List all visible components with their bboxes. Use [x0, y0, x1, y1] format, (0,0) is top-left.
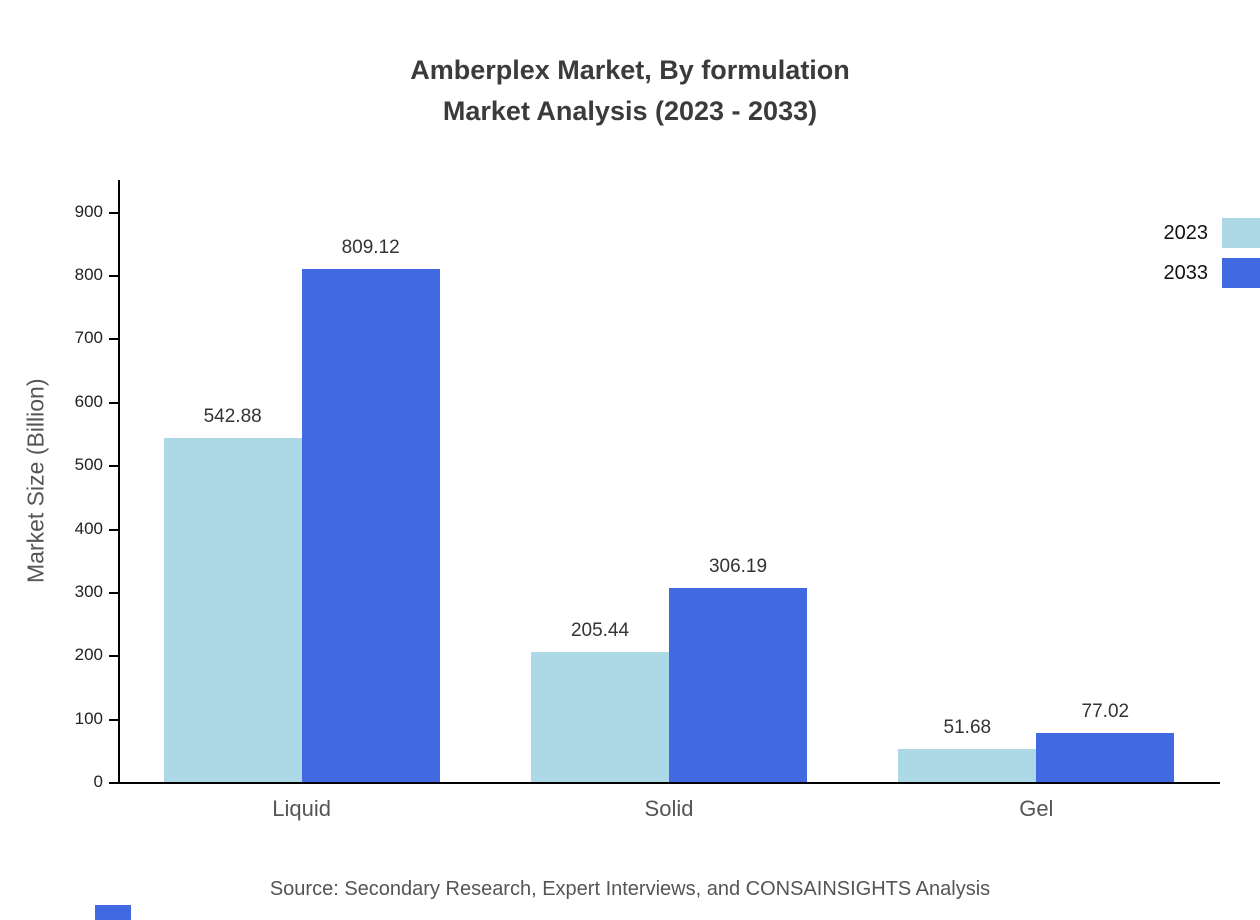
legend-label-2023: 2023 [1163, 221, 1209, 244]
y-tick-label: 800 [74, 265, 103, 285]
legend-swatch-2023 [1222, 218, 1260, 248]
value-label-2023-liquid: 542.88 [203, 405, 262, 427]
source-note: Source: Secondary Research, Expert Inter… [269, 878, 991, 900]
value-label-2033-solid: 306.19 [708, 555, 768, 577]
y-tick-label: 500 [74, 455, 103, 475]
bar-2033-gel [1036, 733, 1175, 782]
y-tick [109, 465, 118, 468]
category-label-gel: Gel [1019, 796, 1054, 821]
legend-label-2033: 2033 [1163, 261, 1209, 284]
y-tick [109, 211, 118, 214]
y-tick-label: 900 [74, 201, 103, 221]
chart-title: Amberplex Market, By formulation Market … [0, 50, 1260, 131]
y-tick-label: 300 [74, 581, 103, 601]
legend-item-2023: 2023 [1164, 218, 1260, 248]
legend-item-2033: 2033 [1164, 258, 1260, 288]
legend-swatch-2033 [1222, 258, 1260, 288]
y-tick [109, 401, 118, 404]
y-tick-label: 700 [74, 328, 103, 348]
bar-2033-solid [669, 587, 807, 782]
value-label-2023-gel: 51.68 [943, 717, 992, 739]
y-tick-label: 600 [74, 391, 103, 411]
value-label-2023-solid: 205.44 [570, 619, 630, 641]
y-tick [109, 718, 118, 721]
y-tick [109, 338, 118, 341]
value-label-2033-liquid: 809.12 [341, 237, 400, 259]
category-label-liquid: Liquid [272, 796, 332, 821]
chart-title-line2: Market Analysis (2023 - 2033) [442, 95, 818, 126]
bar-2023-gel [898, 749, 1037, 782]
x-axis [118, 782, 1220, 784]
bar-2023-solid [531, 651, 669, 782]
y-tick-label: 200 [74, 645, 103, 665]
y-tick [109, 782, 118, 784]
chart-title-line1: Amberplex Market, By formulation [410, 55, 850, 85]
bar-2033-liquid [301, 269, 440, 782]
bar-2023-liquid [163, 437, 302, 782]
y-tick [109, 275, 118, 278]
legend: 2023 2033 [1164, 218, 1260, 288]
category-label-solid: Solid [644, 796, 694, 821]
y-tick-label: 100 [74, 708, 103, 728]
y-axis [118, 180, 120, 784]
y-tick [109, 655, 118, 658]
y-tick-label: 0 [93, 772, 103, 791]
y-tick-label: 400 [74, 518, 103, 538]
y-tick [109, 528, 118, 531]
y-tick [109, 591, 118, 594]
value-label-2033-gel: 77.02 [1081, 701, 1130, 723]
bottom-left-mark [95, 905, 131, 920]
